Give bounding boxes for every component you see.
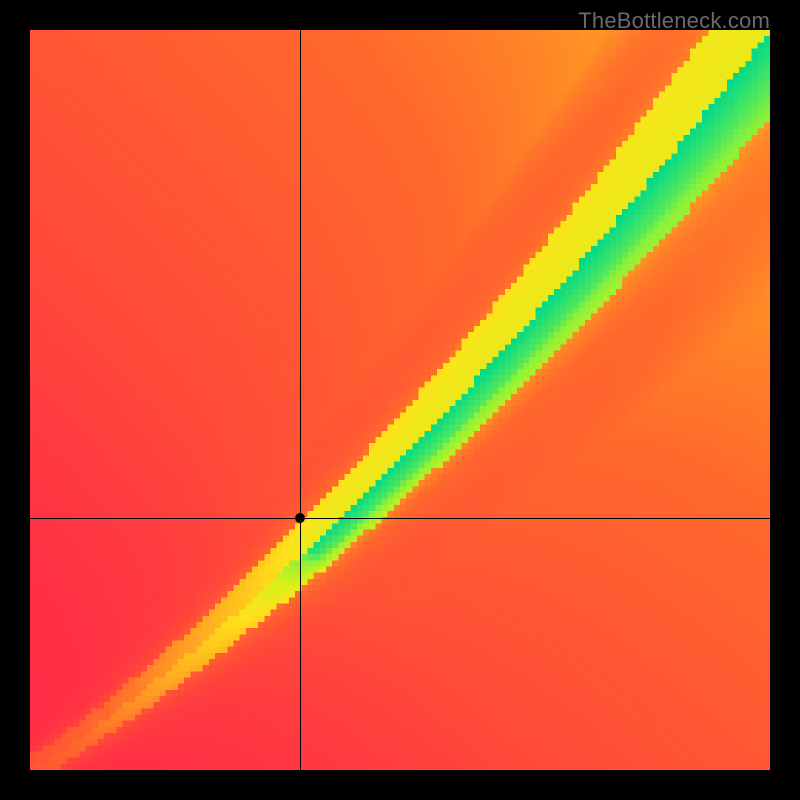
heatmap-plot <box>30 30 770 770</box>
crosshair-vertical <box>300 30 301 770</box>
crosshair-marker-dot <box>295 513 305 523</box>
heatmap-canvas <box>30 30 770 770</box>
crosshair-horizontal <box>30 518 770 519</box>
watermark-text: TheBottleneck.com <box>578 8 770 34</box>
